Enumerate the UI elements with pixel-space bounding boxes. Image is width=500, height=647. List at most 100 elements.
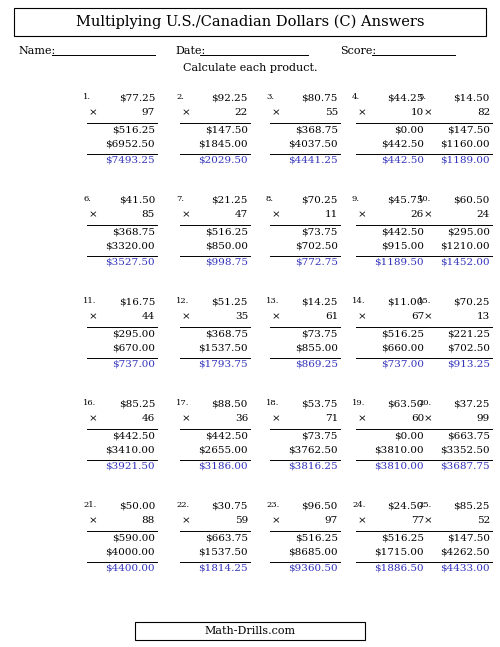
Text: $73.75: $73.75 [302,431,338,440]
Text: $1537.50: $1537.50 [198,547,248,556]
Text: $3352.50: $3352.50 [440,445,490,454]
Text: $1715.00: $1715.00 [374,547,424,556]
Text: $516.25: $516.25 [381,329,424,338]
Text: $0.00: $0.00 [394,125,424,134]
Text: 11.: 11. [83,297,96,305]
Text: 13.: 13. [266,297,280,305]
Text: ×: × [89,312,98,321]
Text: 36: 36 [235,414,248,423]
Text: $73.75: $73.75 [302,329,338,338]
Text: $368.75: $368.75 [295,125,338,134]
Text: 88: 88 [142,516,155,525]
Text: 17.: 17. [176,399,190,407]
Text: $2655.00: $2655.00 [198,445,248,454]
Text: ×: × [272,108,281,117]
Text: $16.75: $16.75 [118,298,155,307]
Text: $442.50: $442.50 [381,156,424,165]
Text: 97: 97 [325,516,338,525]
Text: $147.50: $147.50 [205,125,248,134]
Text: 59: 59 [235,516,248,525]
Text: 13: 13 [477,312,490,321]
Text: ×: × [358,516,367,525]
Text: $77.25: $77.25 [118,94,155,103]
Text: $368.75: $368.75 [112,227,155,236]
Text: ×: × [358,312,367,321]
Text: ×: × [424,516,433,525]
Text: $3921.50: $3921.50 [106,462,155,471]
Text: $295.00: $295.00 [112,329,155,338]
Text: Math-Drills.com: Math-Drills.com [204,626,296,636]
Text: $70.25: $70.25 [454,298,490,307]
Text: $41.50: $41.50 [118,196,155,205]
Text: $590.00: $590.00 [112,533,155,542]
Text: 97: 97 [142,108,155,117]
Text: $3810.00: $3810.00 [374,445,424,454]
Text: 67: 67 [411,312,424,321]
Text: $869.25: $869.25 [295,360,338,369]
Text: $850.00: $850.00 [205,241,248,250]
Text: $516.25: $516.25 [381,533,424,542]
Text: $1189.00: $1189.00 [440,156,490,165]
Text: $51.25: $51.25 [212,298,248,307]
Text: $670.00: $670.00 [112,343,155,352]
Text: $368.75: $368.75 [205,329,248,338]
Text: Name:: Name: [18,46,55,56]
Text: 25.: 25. [418,501,431,509]
Text: $0.00: $0.00 [394,431,424,440]
Text: Calculate each product.: Calculate each product. [183,63,318,73]
Text: 22.: 22. [176,501,189,509]
Text: ×: × [182,312,191,321]
Text: ×: × [182,210,191,219]
Text: ×: × [89,414,98,423]
Text: $998.75: $998.75 [205,258,248,267]
Text: ×: × [358,414,367,423]
Text: $3320.00: $3320.00 [106,241,155,250]
Text: ×: × [272,312,281,321]
Text: $11.00: $11.00 [388,298,424,307]
Text: ×: × [424,414,433,423]
Text: Score:: Score: [340,46,376,56]
Text: 24: 24 [477,210,490,219]
Text: $702.50: $702.50 [295,241,338,250]
Text: 46: 46 [142,414,155,423]
Text: $3527.50: $3527.50 [106,258,155,267]
Text: $442.50: $442.50 [112,431,155,440]
Text: $14.50: $14.50 [454,94,490,103]
Text: $88.50: $88.50 [212,400,248,409]
Text: $8685.00: $8685.00 [288,547,338,556]
Text: $855.00: $855.00 [295,343,338,352]
Text: $45.75: $45.75 [388,196,424,205]
Text: $96.50: $96.50 [302,502,338,511]
Text: $4037.50: $4037.50 [288,139,338,148]
Text: 7.: 7. [176,195,184,203]
Text: ×: × [182,516,191,525]
Text: Multiplying U.S./Canadian Dollars (C) Answers: Multiplying U.S./Canadian Dollars (C) An… [76,15,424,29]
Text: $516.25: $516.25 [295,533,338,542]
Text: ×: × [89,210,98,219]
Text: $73.75: $73.75 [302,227,338,236]
Text: $53.75: $53.75 [302,400,338,409]
Text: $1189.50: $1189.50 [374,258,424,267]
Text: 85: 85 [142,210,155,219]
Text: 99: 99 [477,414,490,423]
Text: $37.25: $37.25 [454,400,490,409]
Text: $442.50: $442.50 [381,139,424,148]
Text: ×: × [272,414,281,423]
Text: 18.: 18. [266,399,280,407]
Text: $6952.50: $6952.50 [106,139,155,148]
Text: $913.25: $913.25 [447,360,490,369]
Text: $9360.50: $9360.50 [288,564,338,573]
Text: $1886.50: $1886.50 [374,564,424,573]
Text: $737.00: $737.00 [112,360,155,369]
Text: $3816.25: $3816.25 [288,462,338,471]
Text: $772.75: $772.75 [295,258,338,267]
Text: $2029.50: $2029.50 [198,156,248,165]
Text: 19.: 19. [352,399,366,407]
Text: 35: 35 [235,312,248,321]
Text: 52: 52 [477,516,490,525]
Text: ×: × [182,414,191,423]
Text: $4262.50: $4262.50 [440,547,490,556]
Text: $3410.00: $3410.00 [106,445,155,454]
Text: 26: 26 [411,210,424,219]
Text: 8.: 8. [266,195,274,203]
